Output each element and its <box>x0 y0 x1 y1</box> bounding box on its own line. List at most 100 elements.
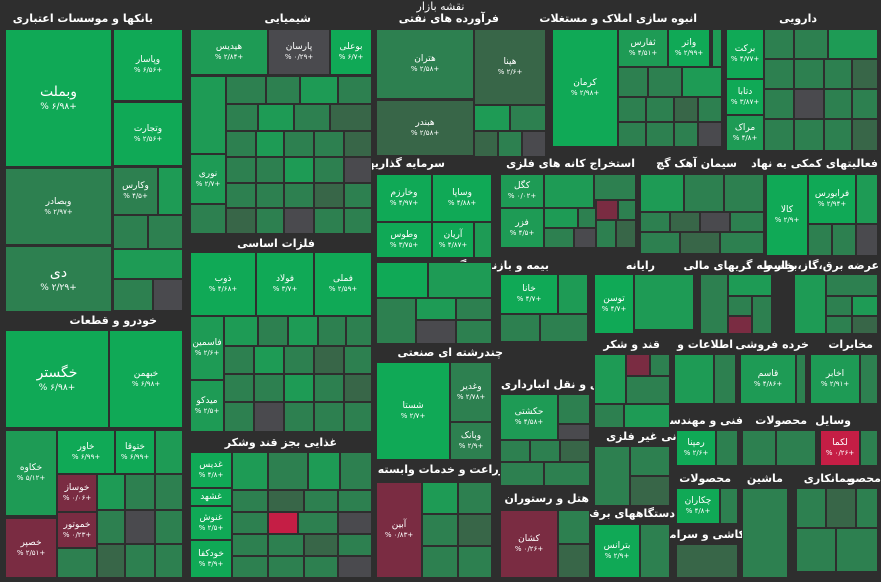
stock-tile[interactable]: ذوب% ۴/۶۸+ <box>190 252 256 316</box>
stock-tile[interactable]: کگل% ۰/۰۲+ <box>500 174 544 208</box>
sector-label-food[interactable]: غذایی بجز قند وشکر <box>224 436 337 449</box>
stock-tile[interactable]: لکما% ۰/۲۶+ <box>820 430 860 466</box>
sector-label-crops[interactable]: محصو <box>848 472 881 485</box>
sector-label-multi[interactable]: چندرشته ای صنعتی <box>397 346 503 359</box>
sector-label-engineering[interactable]: فنی و مهندسی <box>658 414 743 427</box>
stock-tile[interactable]: خگستر % ۶/۹۸+ <box>5 330 109 428</box>
stock-tile[interactable]: وساپا% ۴/۸۸+ <box>432 174 492 222</box>
stock-tile[interactable]: ثفارس% ۴/۵۱+ <box>618 29 668 67</box>
sector-label-auto[interactable]: خودرو و قطعات <box>69 314 157 327</box>
sector-label-aux-finance[interactable]: فعالیتهای کمکی به نهاد <box>751 157 878 170</box>
stock-tile[interactable]: دتابا% ۳/۸۷+ <box>726 79 764 115</box>
sector-label-chemical[interactable]: شیمیایی <box>264 12 311 25</box>
stock-tile[interactable]: کالا% ۲/۹+ <box>766 174 808 256</box>
stock-tile[interactable]: آریان% ۴/۸۷+ <box>432 222 474 258</box>
stock-tile[interactable]: چکاران% ۴/۸+ <box>676 488 720 524</box>
stock-tile <box>288 316 318 346</box>
sector-label-oil[interactable]: فرآورده های نفتی <box>398 12 499 25</box>
sector-label-products[interactable]: محصولات <box>755 414 807 427</box>
stock-tile[interactable]: وبصادر% ۲/۹۷+ <box>5 168 112 245</box>
sector-label-realestate[interactable]: انبوه سازی املاک و مستغلات <box>539 12 697 25</box>
stock-tile[interactable]: غدیس% ۴/۸+ <box>190 452 232 488</box>
stock-tile[interactable]: خکاوه% ۵/۱۲+ <box>5 430 57 516</box>
stock-tile[interactable]: واتر% ۲/۹۹+ <box>668 29 710 67</box>
stock-tile[interactable]: هتران% ۲/۵۸+ <box>376 29 474 99</box>
stock-tile[interactable]: حکشتی% ۴/۵۸+ <box>500 394 558 440</box>
stock-tile[interactable]: دی % ۲/۲۹+ <box>5 246 112 312</box>
sector-label-elec-devices[interactable]: دستگاههای برقی <box>581 507 675 520</box>
stock-tile[interactable]: هیدیس% ۲/۸۴+ <box>190 29 268 75</box>
stock-tile[interactable]: خاور% ۶/۹۹+ <box>57 430 115 474</box>
stock-tile[interactable]: رمپنا% ۲/۶+ <box>676 430 716 466</box>
stock-tile <box>794 59 824 89</box>
sector-label-transport[interactable]: حمل و نقل انبارداری <box>501 378 615 391</box>
sector-label-sugar[interactable]: قند و شکر <box>603 338 660 351</box>
stock-tile[interactable]: وبملت % ۶/۹۸+ <box>5 29 112 167</box>
sector-label-basic-metals[interactable]: فلزات اساسی <box>237 237 315 250</box>
stock-tile[interactable]: ختوقا% ۶/۹۹+ <box>115 430 155 474</box>
sector-label-products2[interactable]: محصولات <box>679 472 731 485</box>
sector-label-nonmetal[interactable]: کانی غیر فلزی <box>606 430 687 443</box>
stock-tile <box>344 131 372 157</box>
stock-tile[interactable]: توسن% ۴/۷+ <box>594 274 634 334</box>
sector-label-comm[interactable]: مخابرات <box>828 338 873 351</box>
stock-tile[interactable]: خبهمن% ۶/۹۸+ <box>109 330 183 428</box>
sector-label-fin-intermed[interactable]: واسطه گریهای مالی <box>683 259 795 272</box>
stock-tile[interactable]: هپنا% ۲/۶+ <box>474 29 546 105</box>
stock-symbol: خگستر <box>36 365 78 381</box>
stock-tile[interactable]: برکت% ۴/۷۷+ <box>726 29 764 79</box>
stock-tile[interactable]: خموتور% ۰/۲۳+ <box>57 512 97 548</box>
stock-tile[interactable]: فرابورس% ۲/۹۴+ <box>808 174 856 224</box>
sector-label-vehicles[interactable]: وسایل <box>815 414 851 427</box>
stock-tile[interactable]: آبین% ۰/۸۳+ <box>376 482 422 578</box>
stock-tile[interactable]: کشان% ۰/۲۶+ <box>500 510 558 578</box>
stock-tile[interactable]: کرمان% ۲/۹۸+ <box>552 29 618 147</box>
stock-tile[interactable]: قاسم% ۴/۸۶+ <box>740 354 796 404</box>
sector-label-telecom[interactable]: اطلاعات و <box>677 338 733 351</box>
sector-label-cement[interactable]: سیمان آهک گچ <box>656 157 737 170</box>
stock-tile <box>300 76 338 104</box>
stock-tile[interactable]: میدکو% ۲/۵+ <box>190 380 224 432</box>
stock-tile <box>422 514 458 546</box>
sector-label-hotel[interactable]: هتل و رستوران <box>504 492 589 505</box>
stock-tile[interactable]: وخارزم% ۴/۹۷+ <box>376 174 432 222</box>
stock-tile[interactable]: اخابر% ۲/۹۱+ <box>810 354 860 404</box>
stock-tile[interactable]: فملی% ۲/۵۹+ <box>314 252 372 316</box>
sector-label-retail[interactable]: خرده فروشی <box>735 338 809 351</box>
sector-label-machinery[interactable]: ماشین <box>746 472 783 485</box>
stock-tile[interactable]: پارسان% ۰/۲۹+ <box>268 29 330 75</box>
stock-tile[interactable]: بترانس% ۲/۹+ <box>594 524 640 578</box>
sector-label-pharma[interactable]: دارویی <box>779 12 817 25</box>
stock-tile[interactable]: وکارس% ۴/۵+ <box>113 167 158 215</box>
stock-tile[interactable]: وبانک% ۲/۹+ <box>450 422 492 460</box>
stock-change: % ۲/۵۹+ <box>328 285 358 293</box>
sector-label-banks[interactable]: بانکها و موسسات اعتباری <box>12 12 153 25</box>
stock-tile[interactable]: فاسمین% ۲/۶+ <box>190 316 224 380</box>
sector-label-investment[interactable]: سرمایه گذاریها <box>363 157 445 170</box>
stock-tile[interactable]: وپاسار% ۶/۵۶+ <box>113 29 183 101</box>
stock-change: % ۴/۸+ <box>198 471 224 479</box>
stock-tile[interactable]: خصپر% ۲/۵۱+ <box>5 518 57 578</box>
sector-label-metal-ext[interactable]: استخراج کانه های فلزی <box>506 157 635 170</box>
stock-tile[interactable]: فزر% ۴/۵+ <box>500 208 544 248</box>
stock-tile[interactable]: هبندر% ۲/۵۸+ <box>376 100 474 156</box>
sector-label-tiles[interactable]: کاشی و سرامیک <box>654 528 745 541</box>
sector-label-insurance2[interactable]: بیمانکاری <box>803 472 855 485</box>
stock-tile[interactable]: شستا% ۲/۷+ <box>376 362 450 460</box>
stock-tile[interactable]: بوعلی% ۶/۷+ <box>330 29 372 75</box>
stock-tile[interactable]: وتجارت% ۲/۵۶+ <box>113 102 183 166</box>
stock-tile[interactable]: غشهد <box>190 488 232 506</box>
stock-tile[interactable]: غنوش% ۲/۵+ <box>190 506 232 540</box>
stock-tile[interactable]: وغدیر% ۲/۷۸+ <box>450 362 492 422</box>
sector-label-utility[interactable]: عرضه برق،گاز،بخار و <box>764 259 879 272</box>
stock-tile[interactable]: مراک% ۴/۸+ <box>726 115 764 151</box>
sector-label-computer[interactable]: رایانه <box>625 259 655 272</box>
stock-tile[interactable]: نوری% ۲/۷+ <box>190 154 226 204</box>
stock-tile <box>498 131 522 157</box>
stock-tile[interactable]: خوساز% ۰/۰۶+ <box>57 474 97 512</box>
sector-label-agri[interactable]: زراعت و خدمات وابسته <box>377 463 505 476</box>
stock-tile[interactable]: وطوس% ۳/۷۵+ <box>376 222 432 258</box>
stock-tile[interactable]: خانا% ۴/۷+ <box>500 274 558 314</box>
stock-tile[interactable]: خودکفا% ۳/۹+ <box>190 540 232 578</box>
stock-tile[interactable]: فولاد% ۳/۷+ <box>256 252 314 316</box>
